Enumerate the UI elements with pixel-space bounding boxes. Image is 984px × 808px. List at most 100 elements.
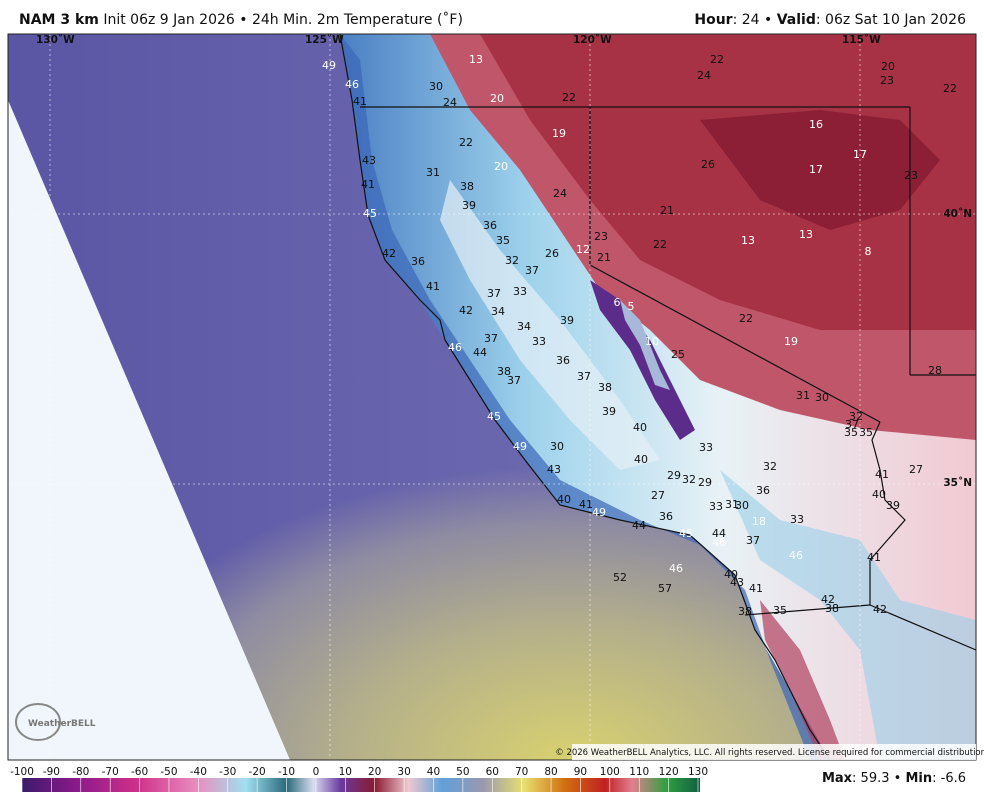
colorbar-label: -70	[102, 766, 119, 778]
station-value: 36	[483, 219, 497, 232]
station-value: 49	[513, 440, 527, 453]
station-value: 13	[741, 234, 755, 247]
station-value: 41	[361, 178, 375, 191]
station-value: 38	[598, 381, 612, 394]
station-value: 21	[660, 204, 674, 217]
station-value: 49	[322, 59, 336, 72]
station-value: 42	[873, 603, 887, 616]
station-value: 36	[756, 484, 770, 497]
station-value: 42	[821, 593, 835, 606]
station-value: 44	[712, 527, 726, 540]
station-value: 44	[632, 519, 646, 532]
description: Init 06z 9 Jan 2026 • 24h Min. 2m Temper…	[103, 12, 463, 28]
station-value: 38	[460, 180, 474, 193]
stats: Max: 59.3 • Min: -6.6	[822, 771, 966, 786]
station-value: 22	[943, 82, 957, 95]
station-value: 40	[724, 568, 738, 581]
colorbar-label: -60	[131, 766, 148, 778]
valid-label: Valid	[776, 12, 816, 28]
colorbar-label: 90	[574, 766, 587, 778]
station-value: 40	[557, 493, 571, 506]
station-value: 17	[809, 163, 823, 176]
station-value: 33	[699, 441, 713, 454]
station-value: 49	[592, 506, 606, 519]
station-value: 41	[749, 582, 763, 595]
hour: : 24 •	[732, 12, 773, 28]
station-value: 38	[738, 605, 752, 618]
station-value: 43	[362, 154, 376, 167]
station-value: 46	[448, 341, 462, 354]
colorbar-label: 80	[544, 766, 557, 778]
colorbar-ticks: -100 -90 -80 -70 -60 -50 -40 -30 -20 -10 0 10 20 30 40…	[10, 766, 708, 792]
station-value: 19	[784, 335, 798, 348]
station-value: 45	[487, 410, 501, 423]
grid-labels: 130˚W 125˚W 120˚W 115˚W 40˚N 35˚N	[36, 34, 972, 489]
station-value: 20	[494, 160, 508, 173]
station-value: 44	[473, 346, 487, 359]
colorbar-label: -90	[43, 766, 60, 778]
station-value: 33	[513, 285, 527, 298]
colorbar-label: 50	[456, 766, 469, 778]
colorbar-label: 0	[313, 766, 320, 778]
station-value: 30	[550, 440, 564, 453]
station-value: 26	[701, 158, 715, 171]
grid-label: 125˚W	[305, 34, 344, 46]
grid-label: 130˚W	[36, 34, 75, 46]
station-value: 39	[886, 499, 900, 512]
grid-label: 40˚N	[943, 208, 972, 220]
station-value: 8	[865, 245, 872, 258]
logo: WeatherBELL	[28, 719, 96, 729]
copyright: © 2026 WeatherBELL Analytics, LLC. All r…	[555, 748, 984, 758]
station-value: 24	[553, 187, 567, 200]
station-value: 36	[659, 510, 673, 523]
boundaries	[339, 34, 976, 760]
station-value: 36	[411, 255, 425, 268]
colorbar-label: 60	[486, 766, 499, 778]
station-value: 20	[490, 92, 504, 105]
station-value: 20	[881, 60, 895, 73]
station-value: 23	[904, 169, 918, 182]
station-value: 33	[790, 513, 804, 526]
station-value: 6	[614, 296, 621, 309]
station-value: 43	[730, 576, 744, 589]
max: : 59.3 •	[852, 771, 902, 786]
station-value: 33	[532, 335, 546, 348]
station-value: 31	[796, 389, 810, 402]
grid-label: 115˚W	[842, 34, 881, 46]
colorbar-label: 70	[515, 766, 528, 778]
station-value: 34	[491, 305, 505, 318]
header-right: Hour: 24 • Valid: 06z Sat 10 Jan 2026	[694, 12, 966, 28]
station-value: 46	[345, 78, 359, 91]
logo-mark	[15, 703, 61, 741]
station-value: 41	[875, 468, 889, 481]
station-value: 27	[651, 489, 665, 502]
station-value: 24	[443, 96, 457, 109]
grid-label: 35˚N	[943, 477, 972, 489]
station-value: 38	[825, 602, 839, 615]
station-value: 30	[735, 499, 749, 512]
station-value: 37	[487, 287, 501, 300]
station-value: 23	[880, 74, 894, 87]
hour-label: Hour	[694, 12, 733, 28]
station-value: 57	[658, 582, 672, 595]
station-value: 41	[353, 95, 367, 108]
station-value: 37	[525, 264, 539, 277]
station-value: 37	[845, 418, 859, 431]
station-value: 32	[682, 473, 696, 486]
station-value: 22	[459, 136, 473, 149]
station-value: 10	[645, 335, 659, 348]
station-value: 39	[560, 314, 574, 327]
colorbar-label: 100	[600, 766, 620, 778]
station-value: 31	[426, 166, 440, 179]
max-label: Max	[821, 771, 853, 786]
station-value: 43	[547, 463, 561, 476]
station-value: 13	[799, 228, 813, 241]
colorbar-label: 130	[688, 766, 708, 778]
graticule	[8, 34, 976, 760]
station-value: 27	[909, 463, 923, 476]
station-value: 29	[667, 469, 681, 482]
colorbar-label: -20	[249, 766, 266, 778]
colorbar-label: -30	[219, 766, 236, 778]
station-value: 40	[872, 488, 886, 501]
station-value: 18	[752, 515, 766, 528]
